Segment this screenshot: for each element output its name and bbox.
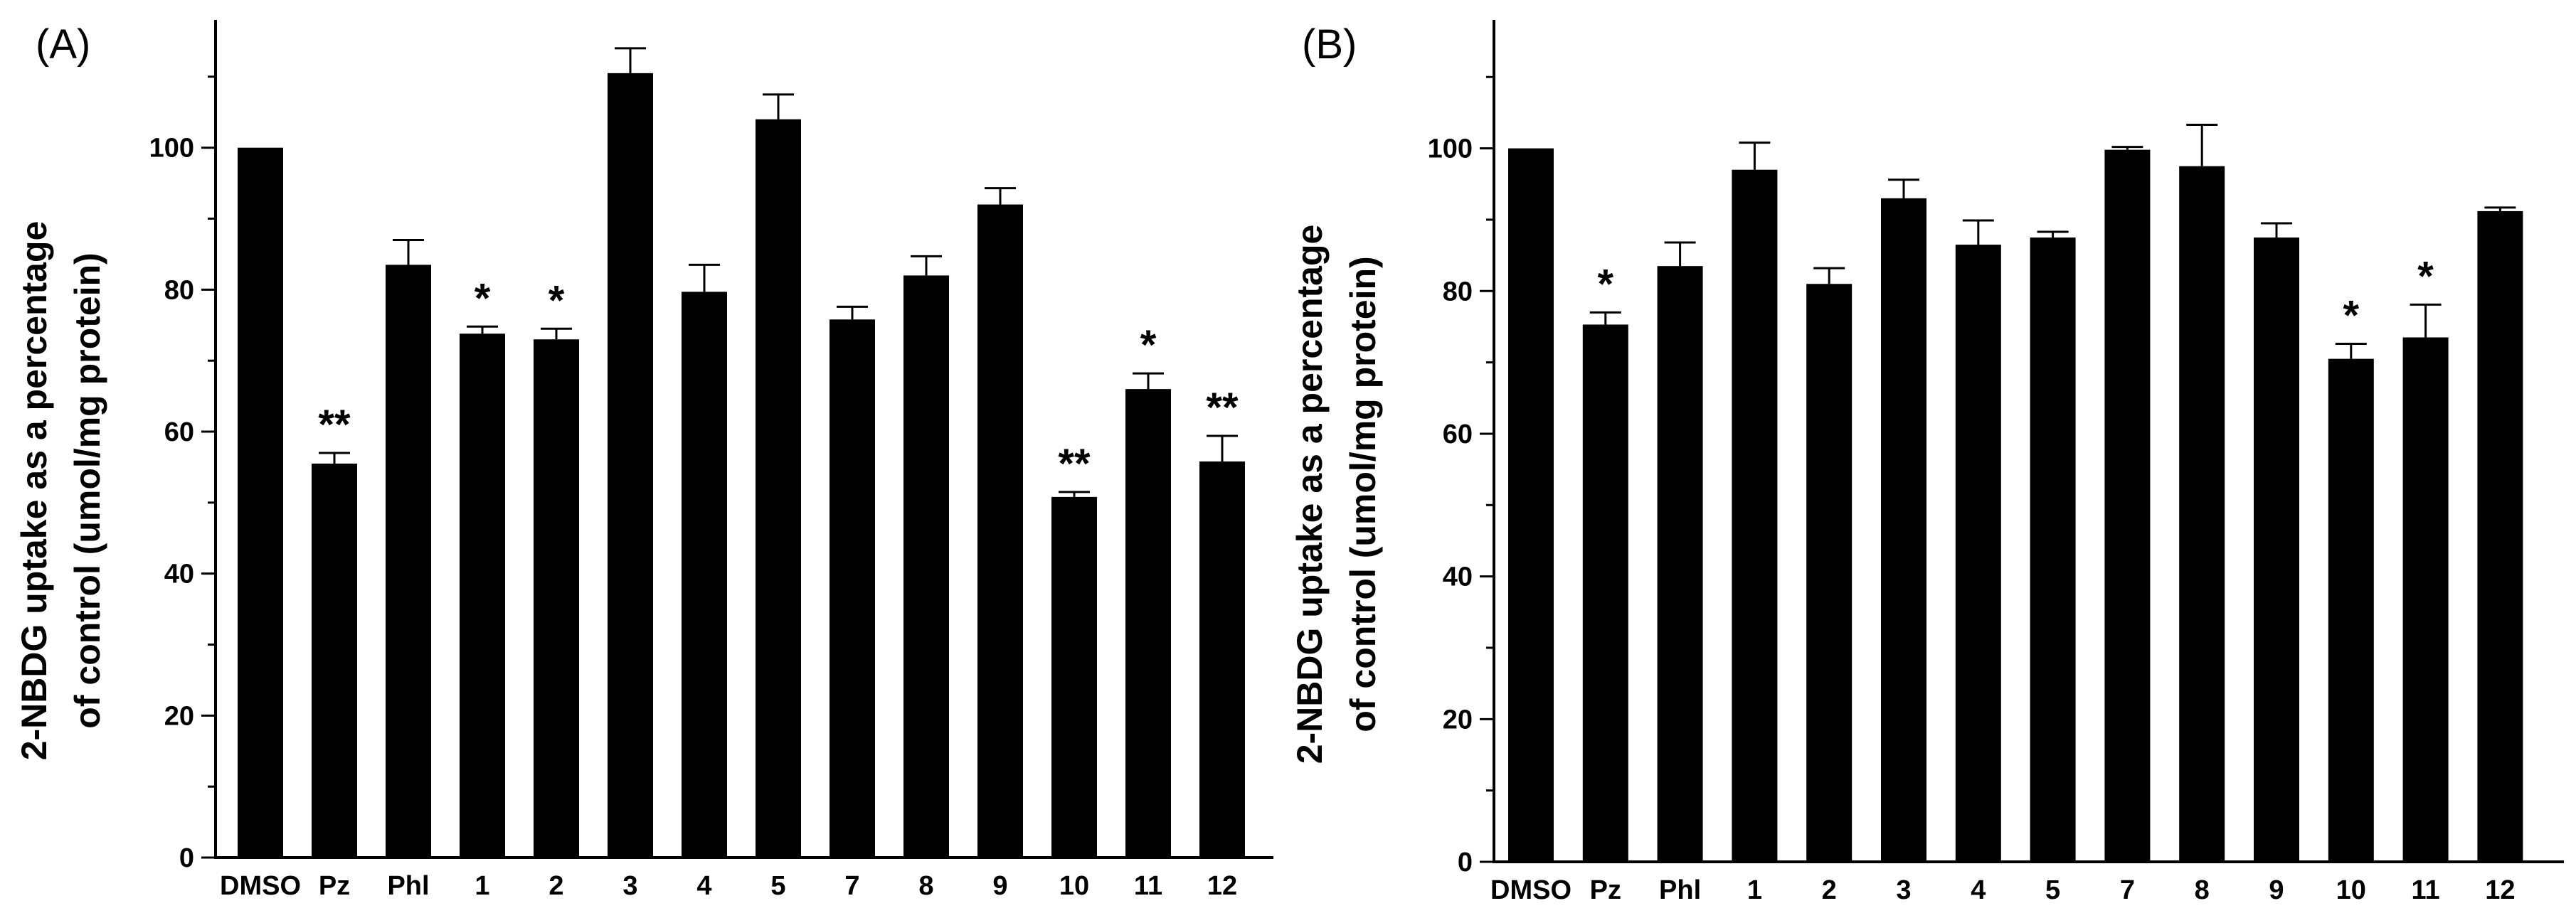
panel-a-bar-2	[534, 339, 579, 858]
panel-a-bar-pz	[312, 463, 357, 858]
panel-a-y-tick-label: 100	[149, 134, 194, 164]
panel-a-x-tick-label: 4	[696, 871, 711, 901]
panel-a-bar-5	[756, 119, 801, 858]
panel-b-ylabel-line2: of control (umol/mg protein)	[1343, 256, 1383, 732]
panel-a-significance-10: **	[1058, 441, 1091, 487]
panel-a-x-tick-label: 8	[918, 871, 933, 901]
panel-b-x-tick-label: 5	[2045, 875, 2060, 905]
panel-b-x-tick-label: 7	[2120, 875, 2135, 905]
panel-b-x-tick-label: 12	[2485, 875, 2515, 905]
panel-b-bar-2	[1806, 284, 1853, 862]
panel-a-x-tick-label: 11	[1134, 871, 1162, 901]
panel-a-plot-area: 0 20 40 60 80 100 DMSO ** Pz Phl * 1 * 2 3 4 5 7 8 9 ** 10 * 11…	[149, 20, 1273, 901]
panel-a-bar-3	[608, 73, 653, 858]
panel-a-bar-9	[977, 204, 1023, 858]
panel-a-bar-phl	[386, 265, 431, 858]
panel-a-x-tick-label: 10	[1059, 871, 1089, 901]
panel-b-label: (B)	[1302, 21, 1357, 68]
panel-a-y-tick-label: 0	[179, 843, 194, 873]
panel-a-x-tick-label: 9	[992, 871, 1007, 901]
panel-a-y-tick-label: 20	[164, 701, 194, 731]
panel-b-significance-10: *	[2343, 293, 2360, 339]
panel-a-x-tick-label: 3	[622, 871, 637, 901]
panel-b-bar-phl	[1657, 266, 1703, 862]
panel-a-bar-1	[460, 333, 505, 858]
panel-a-x-tick-label: 5	[770, 871, 785, 901]
panel-b-chart: (B) 2-NBDG uptake as a percentage of con…	[1290, 20, 2564, 905]
panel-a-bar-11	[1125, 389, 1171, 858]
panel-b-x-tick-label: 1	[1747, 875, 1762, 905]
panel-a-significance-11: *	[1140, 322, 1157, 368]
panel-b-bar-9	[2254, 237, 2299, 862]
panel-b-y-tick-label: 40	[1443, 562, 1473, 592]
panel-a-ylabel-line2: of control (umol/mg protein)	[68, 252, 107, 728]
panel-b-x-tick-label: Pz	[1590, 875, 1621, 905]
panel-a-bar-10	[1051, 496, 1097, 858]
panel-a-y-tick-label: 60	[164, 417, 194, 447]
panel-b-bar-10	[2328, 358, 2374, 862]
panel-b-x-tick-label: 9	[2269, 875, 2284, 905]
panel-a-label: (A)	[36, 21, 90, 68]
panel-b-x-tick-label: Phl	[1659, 875, 1701, 905]
panel-a-x-tick-label: 7	[844, 871, 859, 901]
panel-b-bar-pz	[1582, 324, 1628, 862]
panel-a-bar-dmso	[238, 147, 283, 858]
panel-b-bar-5	[2030, 237, 2076, 862]
panel-a-significance-1: *	[475, 275, 491, 321]
panel-a-bar-12	[1199, 461, 1245, 858]
panel-b-x-tick-label: 4	[1971, 875, 1986, 905]
panel-b-y-tick-label: 60	[1443, 420, 1473, 449]
panel-b-bar-1	[1732, 169, 1778, 863]
panel-b-x-tick-label: 2	[1822, 875, 1837, 905]
panel-b-bar-dmso	[1508, 148, 1554, 862]
panel-b-x-tick-label: 10	[2336, 875, 2366, 905]
panel-b-y-tick-label: 80	[1443, 277, 1473, 306]
panel-a-ylabel-line1: 2-NBDG uptake as a percentage	[14, 221, 54, 761]
panel-b-y-tick-label: 20	[1443, 705, 1473, 735]
panel-b-y-tick-label: 0	[1458, 848, 1473, 877]
panel-b-significance-pz: *	[1598, 261, 1614, 307]
panel-b-bar-11	[2402, 337, 2449, 862]
panel-a-significance-12: **	[1206, 385, 1239, 431]
panel-a-x-tick-label: Phl	[387, 871, 429, 901]
panel-a-x-tick-label: DMSO	[220, 871, 301, 901]
panel-a-x-tick-label: 12	[1207, 871, 1237, 901]
panel-a-significance-pz: **	[318, 402, 351, 448]
panel-a-x-tick-label: Pz	[319, 871, 350, 901]
panel-b-significance-11: *	[2417, 253, 2434, 299]
panel-b-x-tick-label: 8	[2195, 875, 2210, 905]
panel-a-y-tick-label: 80	[164, 275, 194, 305]
panel-b-bar-3	[1881, 198, 1926, 863]
panel-b-ylabel-line1: 2-NBDG uptake as a percentage	[1290, 225, 1330, 764]
panel-a-x-tick-label: 2	[548, 871, 563, 901]
panel-a-significance-2: *	[548, 277, 565, 324]
panel-b-y-tick-label: 100	[1428, 134, 1473, 164]
panel-b-bar-7	[2104, 149, 2151, 862]
panel-b-x-tick-label: 11	[2412, 875, 2440, 905]
panel-a-x-tick-label: 1	[475, 871, 489, 901]
panel-a-y-tick-label: 40	[164, 560, 194, 589]
panel-a-bar-4	[682, 292, 727, 858]
panel-b-bar-4	[1955, 245, 2001, 862]
panel-b-x-tick-label: 3	[1896, 875, 1911, 905]
panel-a-bar-7	[829, 319, 875, 858]
panel-b-bar-8	[2179, 166, 2225, 862]
panel-a-bar-8	[903, 275, 949, 858]
panel-a-chart: (A) 2-NBDG uptake as a percentage of con…	[14, 20, 1273, 901]
panel-b-bar-12	[2477, 210, 2523, 863]
panel-b-x-tick-label: DMSO	[1490, 875, 1571, 905]
